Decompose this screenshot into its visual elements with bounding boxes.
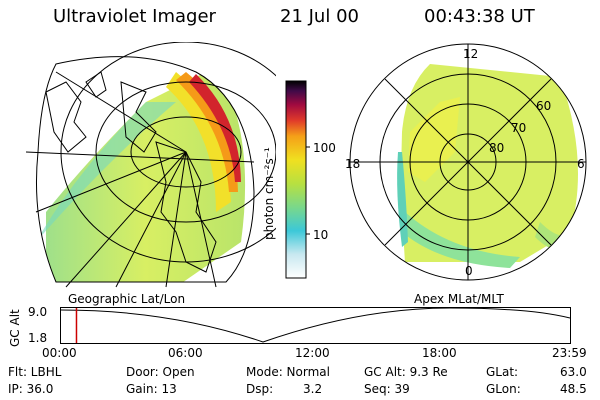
- colorbar-tick-10: 10: [313, 228, 329, 242]
- timeline-xtick-0600: 06:00: [168, 346, 203, 360]
- timeline-xtick-0000: 00:00: [42, 346, 77, 360]
- orbit-altitude-curve: [60, 307, 571, 343]
- mode-label: Mode: Normal: [246, 365, 330, 379]
- timeline-ytick-high: 9.0: [28, 305, 48, 319]
- mlt-label-12: 12: [463, 47, 479, 61]
- lat-label-70: 70: [511, 121, 527, 135]
- timeline-xtick-1800: 18:00: [422, 346, 457, 360]
- timeline-ylabel: GC Alt: [8, 309, 22, 347]
- ip-label: IP: 36.0: [8, 382, 54, 396]
- mlt-label-6: 6: [577, 157, 585, 171]
- geographic-map-label: Geographic Lat/Lon: [68, 292, 186, 306]
- dsp-label: Dsp:: [246, 382, 274, 396]
- time-label: 00:43:38 UT: [424, 6, 535, 27]
- timeline-xtick-1200: 12:00: [295, 346, 330, 360]
- glat-value: 63.0: [560, 365, 587, 379]
- gain-label: Gain: 13: [126, 382, 177, 396]
- mlt-label-18: 18: [345, 157, 361, 171]
- app-title: Ultraviolet Imager: [53, 6, 216, 27]
- colorbar-unit-label: photon cm⁻²s⁻¹: [262, 147, 276, 240]
- timeline-xtick-2359: 23:59: [552, 346, 587, 360]
- polar-mlt-plot: [349, 43, 587, 281]
- door-status: Door: Open: [126, 365, 195, 379]
- geographic-map: [26, 42, 276, 288]
- sequence-label: Seq: 39: [364, 382, 410, 396]
- lat-lon-grid: [26, 42, 276, 288]
- glon-label: GLon:: [486, 382, 521, 396]
- filter-label: Flt: LBHL: [8, 365, 62, 379]
- polar-grid: [349, 43, 587, 281]
- color-scale-bar: [285, 80, 310, 279]
- orbit-altitude-timeline: [60, 307, 571, 344]
- glon-value: 48.5: [560, 382, 587, 396]
- apex-map-label: Apex MLat/MLT: [414, 292, 504, 306]
- gc-alt-label: GC Alt: 9.3 Re: [364, 365, 448, 379]
- mlt-label-0: 0: [465, 264, 473, 278]
- glat-label: GLat:: [486, 365, 519, 379]
- lat-label-80: 80: [489, 141, 505, 155]
- lat-label-60: 60: [536, 99, 552, 113]
- dsp-value: 3.2: [303, 382, 323, 396]
- colorbar-tick-100: 100: [313, 141, 336, 155]
- date-label: 21 Jul 00: [280, 6, 359, 27]
- timeline-ytick-low: 1.8: [28, 331, 48, 345]
